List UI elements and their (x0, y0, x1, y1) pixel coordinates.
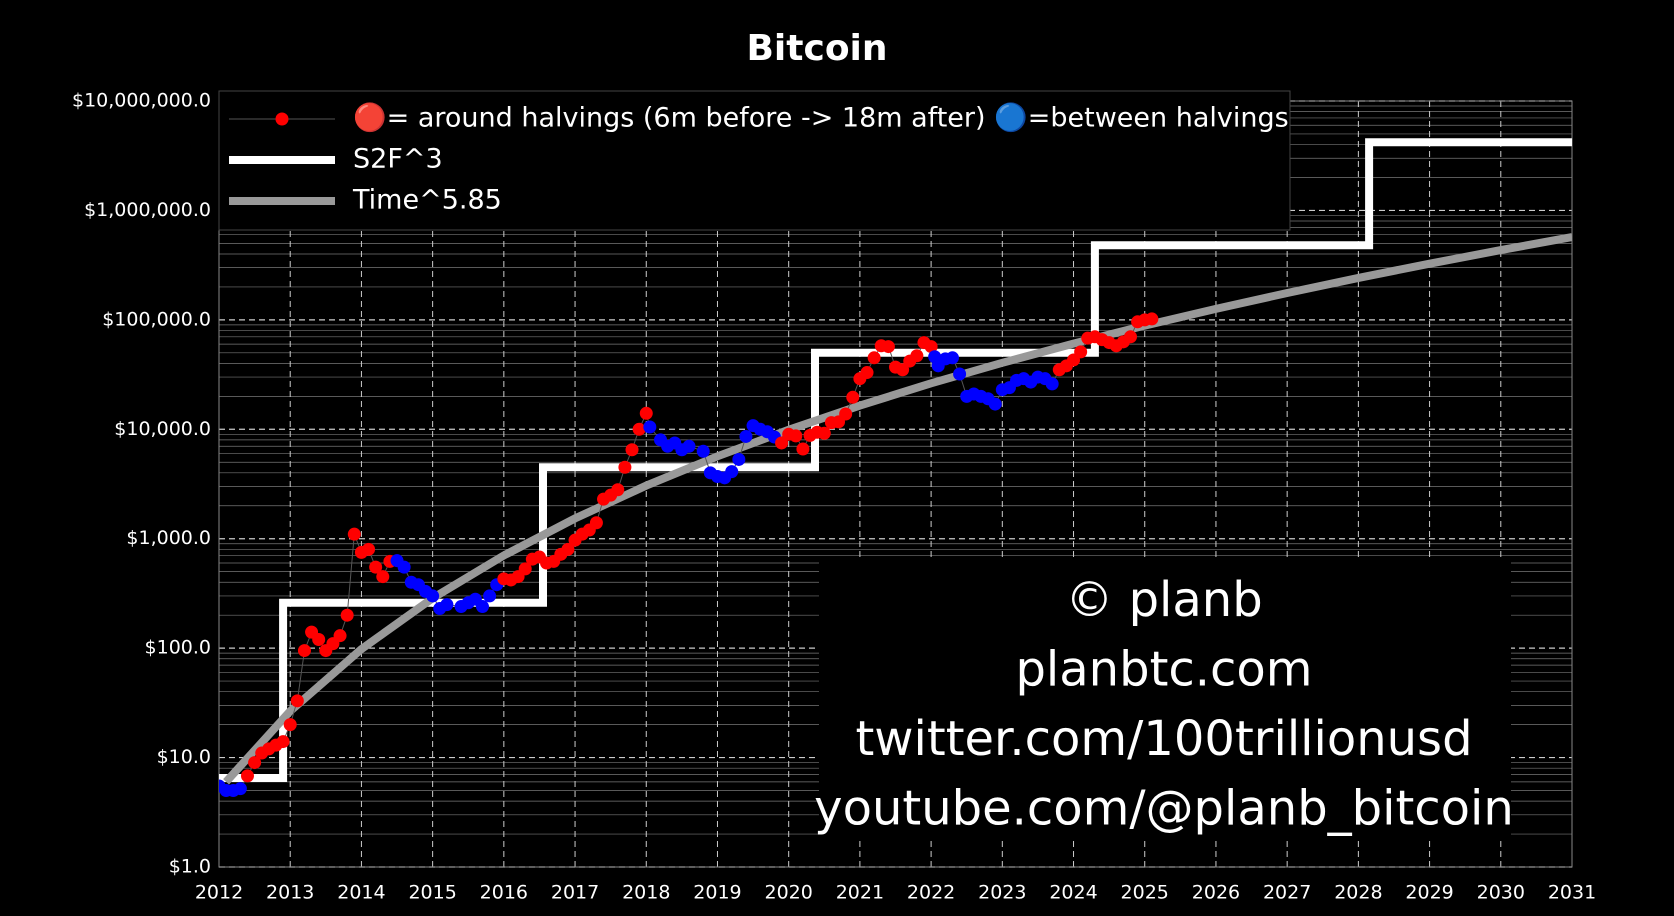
data-point (896, 363, 910, 377)
data-point (561, 542, 575, 556)
data-point (369, 560, 383, 574)
x-tick-label: 2030 (1477, 882, 1525, 904)
series-line (223, 233, 1572, 785)
data-point (1045, 377, 1059, 391)
data-point (910, 349, 924, 363)
x-tick-label: 2017 (551, 882, 599, 904)
data-point (817, 426, 831, 440)
y-tick-label: $10,000,000.0 (72, 90, 211, 112)
x-tick-label: 2016 (480, 882, 528, 904)
x-tick-label: 2021 (836, 882, 884, 904)
data-point (376, 570, 390, 584)
data-point (682, 439, 696, 453)
data-point (839, 407, 853, 421)
x-tick-label: 2031 (1548, 882, 1596, 904)
data-point (397, 560, 411, 574)
chart-title: Bitcoin (746, 28, 887, 69)
data-point (643, 420, 657, 434)
data-point (312, 632, 326, 646)
x-tick-label: 2024 (1049, 882, 1097, 904)
y-tick-label: $1,000.0 (126, 527, 211, 549)
data-point (240, 769, 254, 783)
annotation-text: youtube.com/@planb_bitcoin (814, 781, 1514, 837)
legend-marker (275, 112, 289, 126)
data-point (632, 422, 646, 436)
data-point (725, 465, 739, 479)
x-tick-label: 2028 (1334, 882, 1382, 904)
data-point (881, 340, 895, 354)
y-tick-label: $100,000.0 (102, 308, 211, 330)
data-point (618, 460, 632, 474)
data-point (589, 516, 603, 530)
x-tick-label: 2029 (1405, 882, 1453, 904)
annotation-text: planbtc.com (1015, 642, 1312, 698)
x-tick-label: 2027 (1263, 882, 1311, 904)
legend-label: Time^5.85 (352, 185, 502, 216)
data-point (233, 782, 247, 796)
data-point (924, 340, 938, 354)
data-point (796, 442, 810, 456)
x-tick-label: 2012 (195, 882, 243, 904)
data-point (945, 351, 959, 365)
data-point (426, 589, 440, 603)
data-point (732, 452, 746, 466)
data-point (362, 542, 376, 556)
y-tick-label: $1,000,000.0 (84, 199, 211, 221)
data-point (276, 735, 290, 749)
y-tick-label: $10.0 (157, 746, 211, 768)
data-point (333, 629, 347, 643)
data-point (483, 589, 497, 603)
data-point (1145, 312, 1159, 326)
annotation-text: © planb (1065, 572, 1262, 628)
data-point (248, 756, 262, 770)
data-point (988, 397, 1002, 411)
data-point (283, 718, 297, 732)
y-tick-label: $100.0 (145, 637, 211, 659)
plot-area (219, 138, 1572, 798)
data-point (1074, 345, 1088, 359)
data-point (846, 390, 860, 404)
data-point (475, 600, 489, 614)
x-tick-label: 2022 (907, 882, 955, 904)
x-tick-label: 2018 (622, 882, 670, 904)
data-point (347, 527, 361, 541)
annotation-text: twitter.com/100trillionusd (855, 711, 1472, 767)
x-tick-label: 2020 (765, 882, 813, 904)
y-tick-label: $1.0 (169, 856, 211, 878)
data-point (297, 644, 311, 658)
data-point (518, 562, 532, 576)
data-point (1123, 330, 1137, 344)
annotation: © planb planbtc.com twitter.com/100trillio… (814, 560, 1514, 838)
data-point (739, 429, 753, 443)
data-point (340, 608, 354, 622)
y-tick-label: $10,000.0 (114, 418, 211, 440)
x-tick-label: 2023 (978, 882, 1026, 904)
data-point (867, 351, 881, 365)
data-point (860, 366, 874, 380)
x-tick-label: 2013 (266, 882, 314, 904)
legend-label: S2F^3 (353, 144, 443, 175)
data-point (639, 406, 653, 420)
data-point (625, 443, 639, 457)
data-point (611, 483, 625, 497)
x-tick-label: 2019 (693, 882, 741, 904)
legend: 🔴= around halvings (6m before -> 18m aft… (218, 90, 1291, 231)
annotation-box (819, 560, 1511, 838)
series-line (219, 138, 1572, 782)
legend-box (218, 90, 1291, 231)
data-point (440, 598, 454, 612)
data-point (775, 436, 789, 450)
data-point (789, 429, 803, 443)
x-tick-label: 2025 (1121, 882, 1169, 904)
x-tick-label: 2014 (337, 882, 385, 904)
x-tick-label: 2026 (1192, 882, 1240, 904)
x-tick-label: 2015 (408, 882, 456, 904)
data-point (953, 367, 967, 381)
data-point (290, 694, 304, 708)
data-point (696, 444, 710, 458)
legend-label: 🔴= around halvings (6m before -> 18m aft… (353, 102, 1289, 134)
